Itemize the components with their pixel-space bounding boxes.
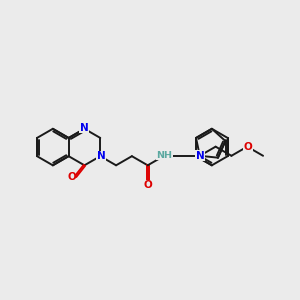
Text: O: O: [244, 142, 252, 152]
Text: N: N: [196, 151, 205, 161]
Text: N: N: [80, 123, 89, 133]
Text: O: O: [143, 180, 152, 190]
Text: NH: NH: [156, 151, 172, 160]
Text: N: N: [97, 151, 106, 161]
Text: O: O: [67, 172, 76, 182]
